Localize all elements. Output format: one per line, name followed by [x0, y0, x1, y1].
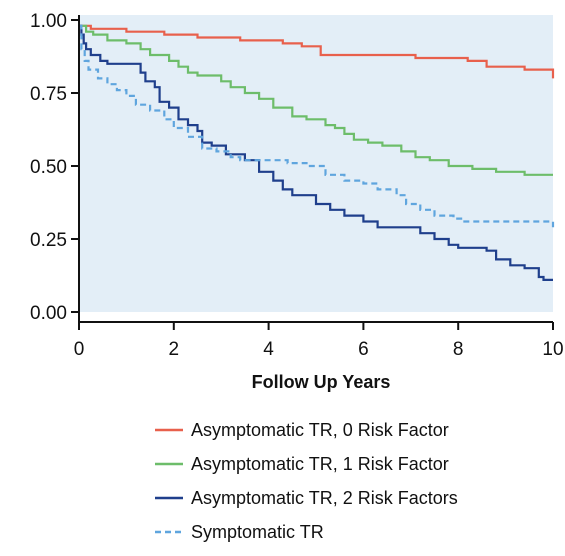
- plot-background: [79, 15, 553, 312]
- x-tick-label: 4: [263, 339, 274, 360]
- y-tick-label: 0.25: [30, 230, 67, 251]
- y-tick-label: 0.50: [30, 157, 67, 178]
- y-tick-label: 0.00: [30, 303, 67, 324]
- x-tick-label: 0: [74, 339, 85, 360]
- legend-label: Asymptomatic TR, 1 Risk Factor: [191, 454, 449, 474]
- y-tick-label: 1.00: [30, 11, 67, 32]
- series-layer: [79, 24, 555, 281]
- y-tick-label: 0.75: [30, 84, 67, 105]
- series-line: [79, 24, 553, 281]
- series-line: [79, 24, 553, 176]
- series-line: [79, 24, 555, 228]
- legend: Asymptomatic TR, 0 Risk Factor Asymptomat…: [155, 420, 458, 542]
- x-tick-label: 6: [358, 339, 369, 360]
- axes: [78, 15, 553, 323]
- legend-label: Asymptomatic TR, 2 Risk Factors: [191, 488, 458, 508]
- legend-label: Asymptomatic TR, 0 Risk Factor: [191, 420, 449, 440]
- x-tick-label: 2: [169, 339, 180, 360]
- x-tick-label: 8: [453, 339, 464, 360]
- x-axis-title: Follow Up Years: [252, 372, 391, 392]
- x-tick-label: 10: [542, 339, 563, 360]
- series-line: [79, 24, 555, 79]
- ticks: 0.00 0.25 0.50 0.75 1.00 0 2 4 6 8 10: [30, 11, 564, 360]
- legend-label: Symptomatic TR: [191, 522, 324, 542]
